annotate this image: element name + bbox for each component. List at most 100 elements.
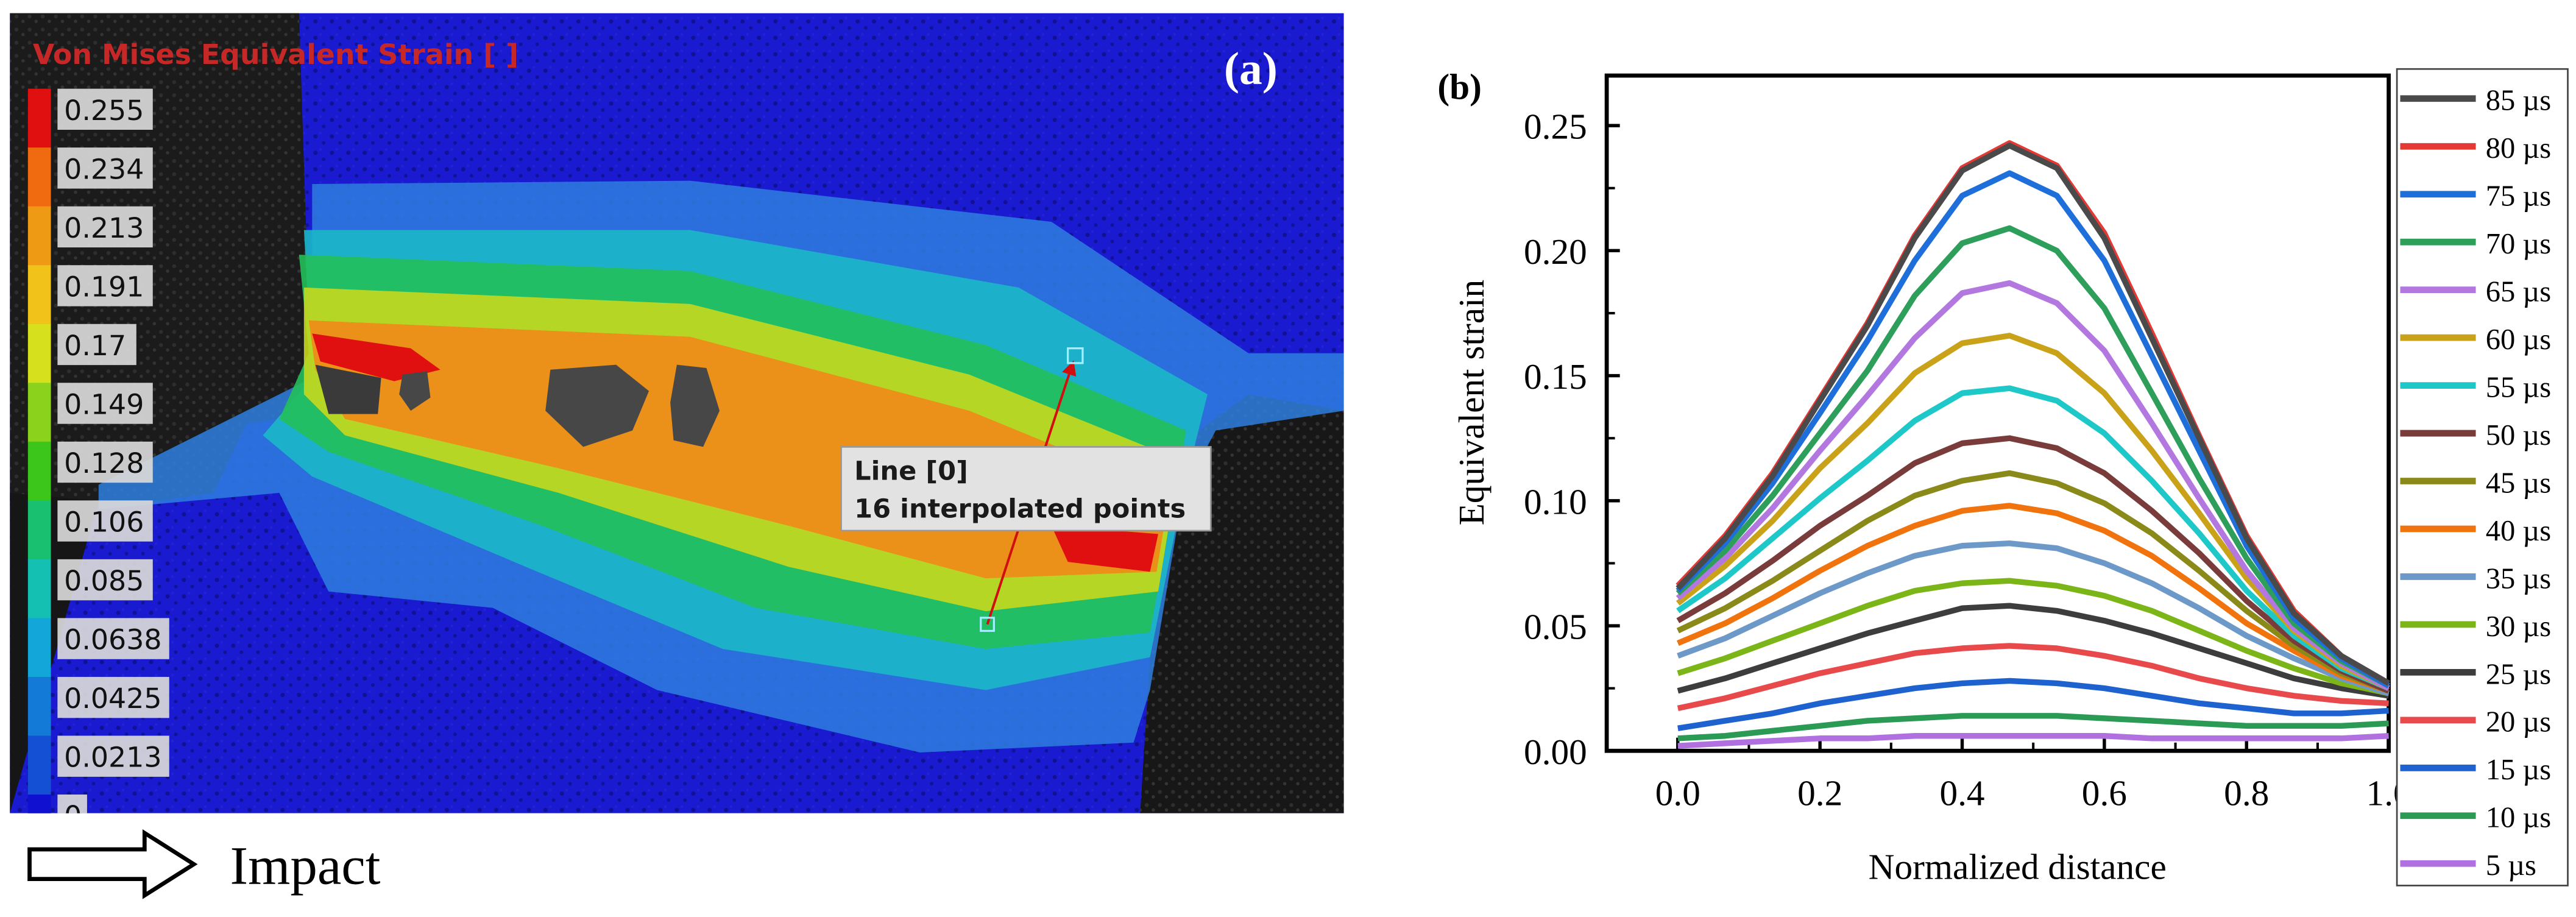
series-line [1677,678,2389,731]
legend-title: Von Mises Equivalent Strain [ ] [33,38,518,71]
color-scale-label: 0.085 [64,564,144,597]
legend-label: 25 µs [2486,658,2551,690]
annotation-box: Line [0] 16 interpolated points [840,446,1212,532]
speckle-hole [545,364,649,447]
color-scale-swatch [27,794,51,813]
color-scale-label: 0.149 [64,388,144,421]
color-scale-label: 0.191 [64,270,144,303]
x-tick-label: 0.4 [1939,773,1984,813]
series-line [1677,643,2389,712]
series-line [1677,713,2389,742]
color-scale-swatch [27,676,51,737]
legend-label: 10 µs [2486,802,2551,834]
x-axis-ticks: 0.0 0.2 0.4 0.6 0.8 1.0 [1655,737,2411,813]
series-line [1677,540,2390,696]
impact-indicator: Impact [27,829,381,899]
color-scale-label: 0.234 [64,152,144,185]
legend-label: 65 µs [2486,276,2551,308]
color-scale-label-bg [57,441,153,483]
x-axis-label: Normalized distance [1869,847,2167,887]
color-scale-swatch [27,735,51,796]
strain-band-peak [312,333,1158,572]
color-scale-label: 0.106 [64,506,144,539]
color-scale-label: 0.0638 [64,623,161,656]
color-scale-swatch [27,500,51,561]
series-line [1675,333,2390,691]
panel-b-strain-profile-chart: (b) 0.00 0.05 0.10 0.15 0.20 0.25 0.0 0.2 0.4 0.… [1437,66,2569,887]
color-scale-swatch [27,559,51,619]
legend-label: 35 µs [2486,562,2551,595]
legend-label: 75 µs [2486,180,2551,213]
legend-label: 20 µs [2486,706,2551,738]
color-scale-label-bg [57,147,153,189]
series-line [1676,470,2390,694]
x-tick-label: 0.0 [1655,773,1700,813]
y-tick-label: 0.00 [1524,732,1587,772]
series-line [1675,170,2390,689]
series-line [1676,435,2390,694]
impact-arrow-icon [27,829,198,899]
color-scale-label-bg [57,618,169,659]
legend-label: 80 µs [2486,132,2551,165]
y-axis-label: Equivalent strain [1451,280,1491,526]
series-line [1677,503,2390,694]
color-scale-label-bg [57,324,136,366]
series-line [1677,733,2389,749]
impact-label: Impact [230,837,381,896]
x-tick-label: 0.2 [1797,773,1842,813]
legend-label: 15 µs [2486,754,2551,786]
legend-label: 70 µs [2486,228,2551,260]
line-end-marker [980,617,995,632]
color-scale-labels: 0.255 0.234 0.213 0.191 0.17 0.149 0.128 0.106 0… [57,88,169,832]
color-scale-swatch [27,206,51,266]
speckle-hole [315,364,381,414]
legend: 85 µs 80 µs 75 µs 70 µs 65 µs 60 µs 55 µs 50 µs… [2400,85,2551,882]
legend-label: 5 µs [2486,849,2536,882]
legend-label: 40 µs [2486,515,2551,547]
color-scale-label: 0.0213 [64,741,161,774]
panel-b-tag: (b) [1437,66,1482,107]
y-tick-label: 0.20 [1524,232,1587,272]
color-scale-label: 0.128 [64,447,144,480]
color-scale [27,88,51,813]
color-scale-label-bg [57,559,153,601]
annotation-line-1: Line [0] [854,456,968,486]
y-tick-label: 0.10 [1524,481,1587,522]
legend-label: 60 µs [2486,324,2551,356]
color-scale-label: 0 [64,799,82,832]
line-start-marker [1067,347,1084,364]
color-scale-label-bg [57,676,169,718]
color-scale-swatch [27,265,51,325]
color-scale-label-bg [57,88,153,130]
color-scale-label-bg [57,735,169,777]
legend-frame [2396,68,2569,887]
series-line [1676,385,2390,691]
color-scale-swatch [27,383,51,443]
color-scale-swatch [27,618,51,678]
color-scale-swatch [27,441,51,501]
color-scale-label: 0.213 [64,211,144,244]
series-line [1675,225,2390,689]
panel-a-strain-map: 0.255 0.234 0.213 0.191 0.17 0.149 0.128 0.106 0… [10,13,1344,832]
color-scale-swatch [27,324,51,384]
x-tick-label: 0.6 [2082,773,2127,813]
color-scale-label-bg [57,500,153,542]
color-scale-label-bg [57,383,153,424]
color-scale-label: 0.255 [64,94,144,127]
y-axis-ticks: 0.00 0.05 0.10 0.15 0.20 0.25 [1524,107,1620,772]
series-line [1677,578,2390,696]
color-scale-swatch [27,88,51,149]
color-scale-label-bg [57,265,153,306]
color-scale-swatch [27,147,51,208]
y-tick-label: 0.15 [1524,356,1587,397]
panel-a-tag: (a) [1224,44,1278,94]
speckle-hole [399,371,431,411]
y-tick-label: 0.25 [1524,107,1587,147]
legend-label: 55 µs [2486,371,2551,403]
series-line [1675,143,2390,686]
x-tick-label: 0.8 [2224,773,2269,813]
color-scale-label: 0.0425 [64,682,161,715]
annotation-line-2: 16 interpolated points [854,494,1186,524]
